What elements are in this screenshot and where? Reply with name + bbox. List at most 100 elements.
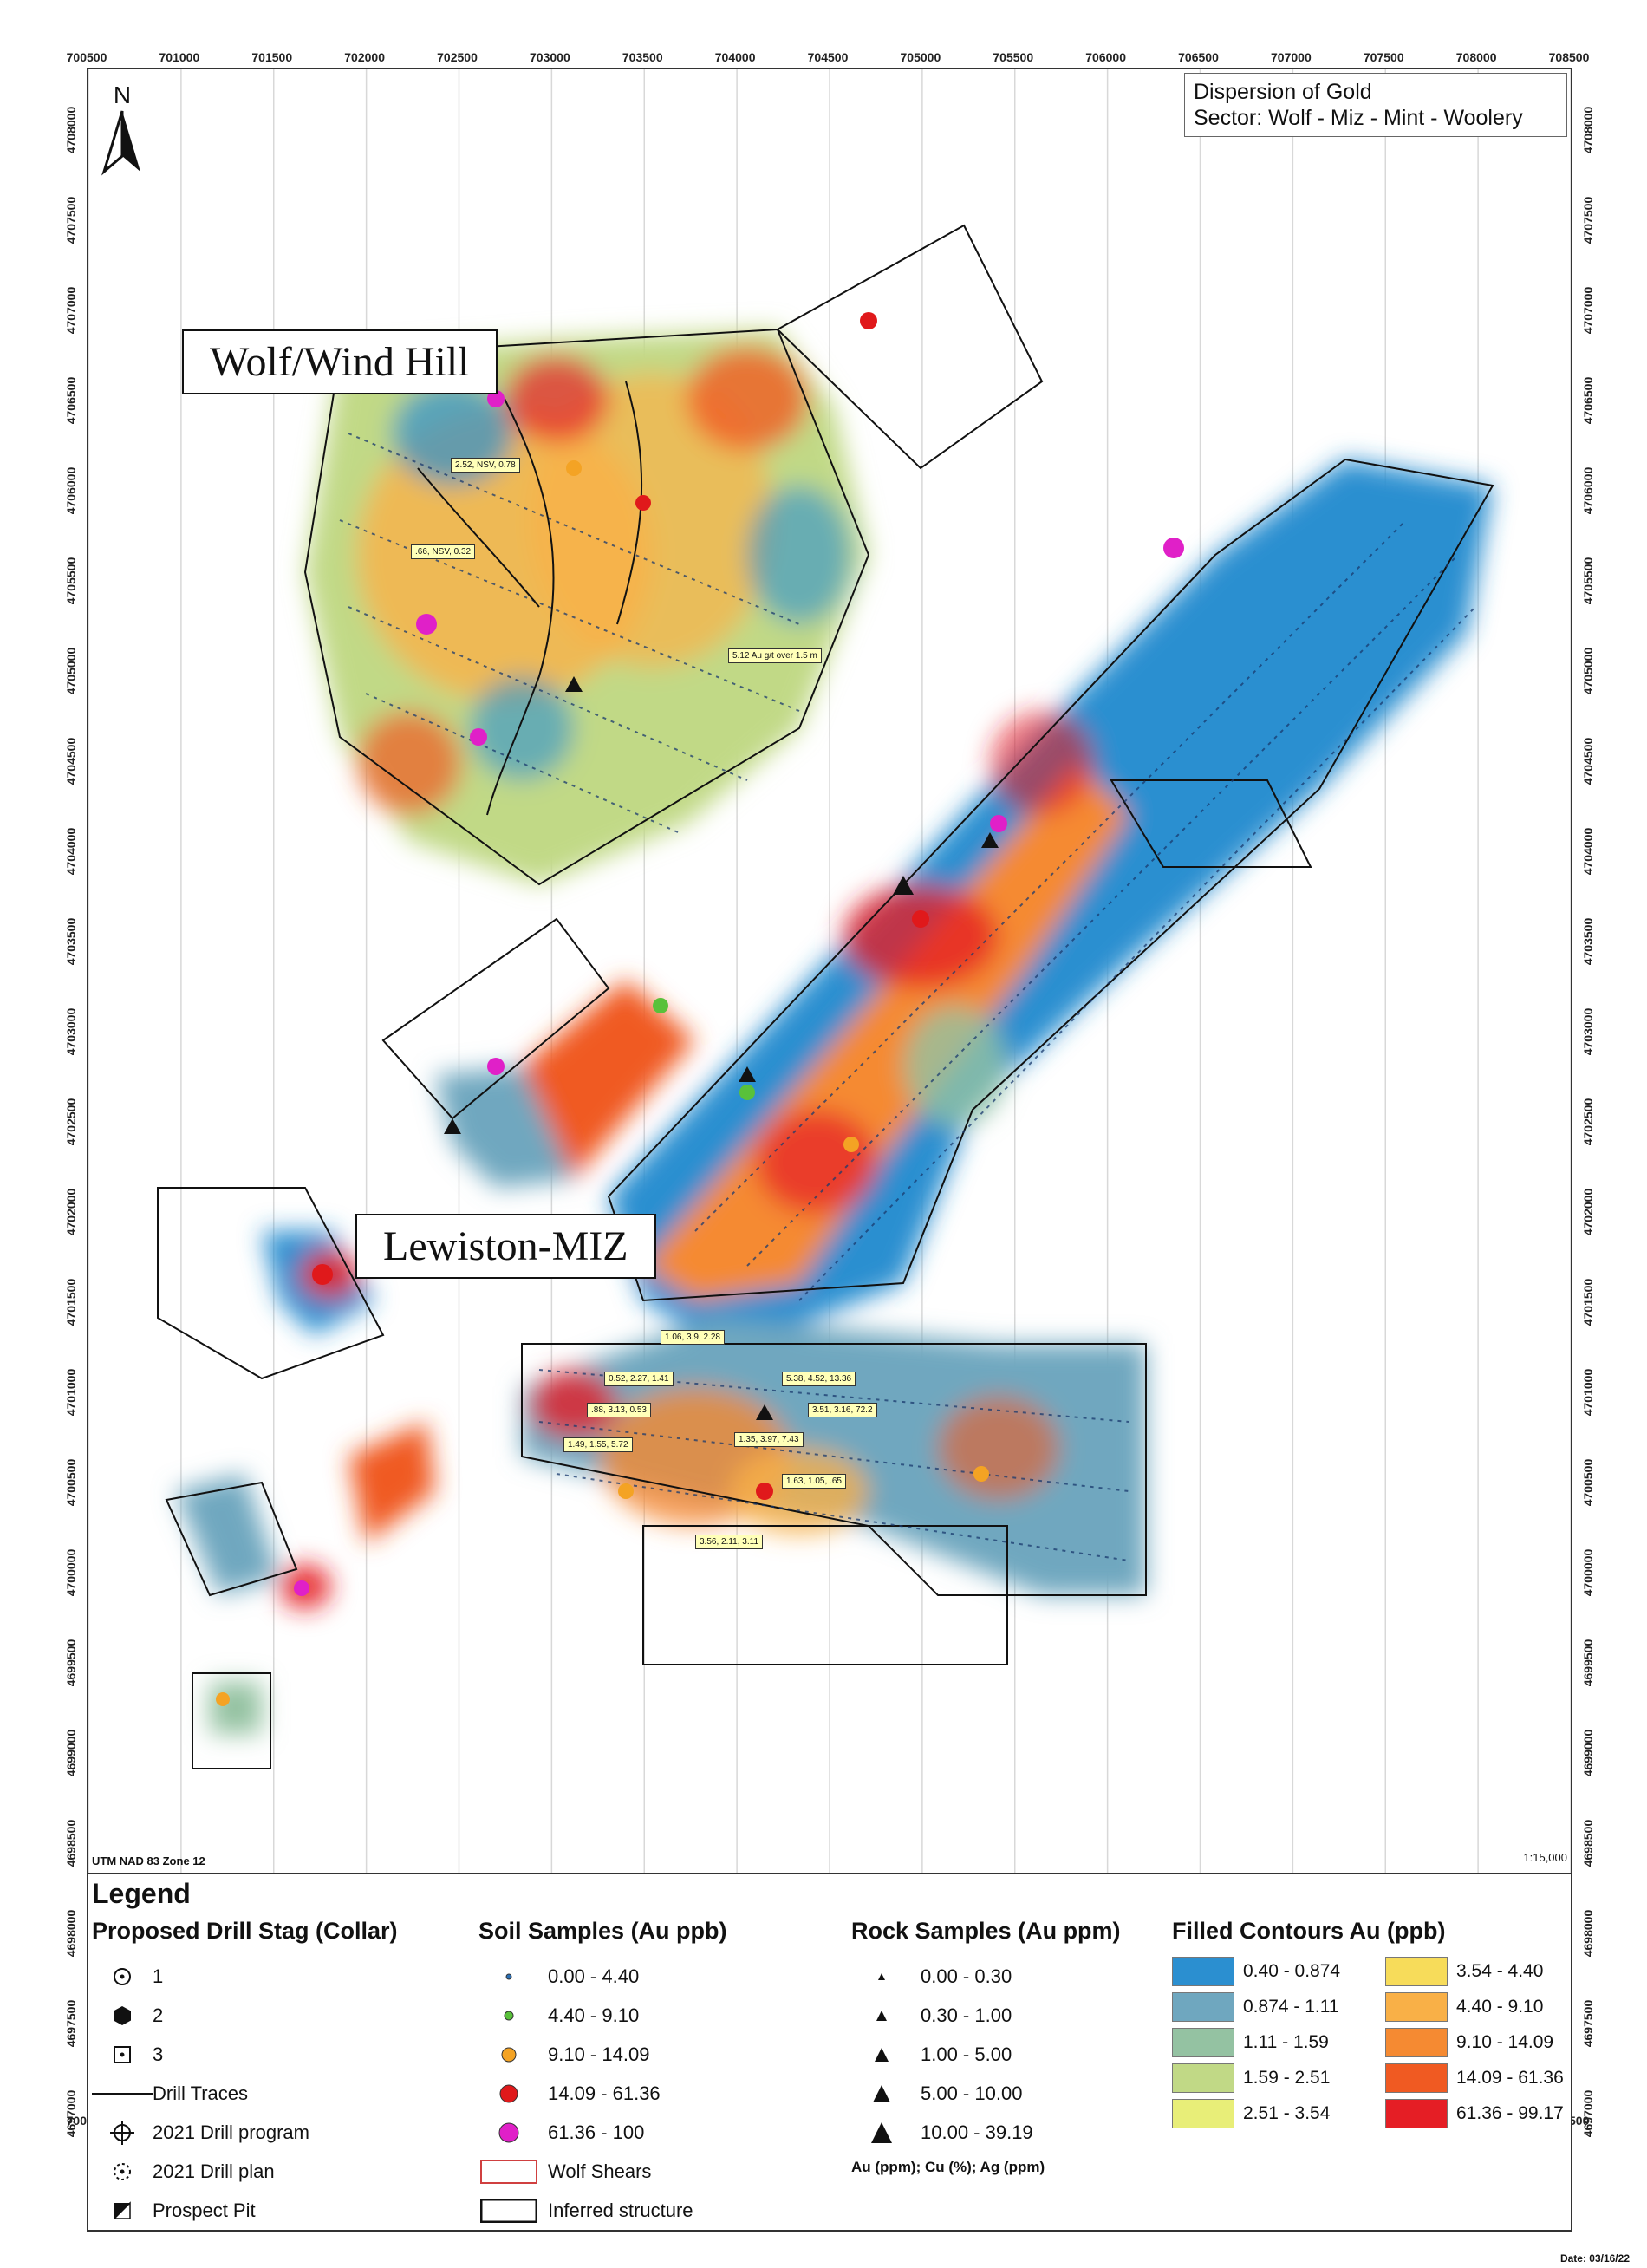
sample-tag[interactable]: 1.63, 1.05, .65: [782, 1474, 846, 1489]
soil-sample[interactable]: [1163, 538, 1184, 558]
legend-wolf-shears: Wolf Shears: [478, 2152, 727, 2191]
legend-rock-row: 0.00 - 0.30: [851, 1957, 1121, 1996]
soil-sample[interactable]: [216, 1692, 230, 1706]
north-arrow-icon: [101, 110, 140, 176]
y-tick-label-left: 4700000: [64, 1548, 78, 1597]
legend-inferred-structure: Inferred structure: [478, 2191, 727, 2230]
x-tick-label-top: 704000: [714, 50, 756, 64]
contour-swatch-row: 2.51 - 3.54: [1172, 2099, 1380, 2128]
sample-tag[interactable]: 1.06, 3.9, 2.28: [661, 1330, 725, 1345]
rock-range-label: 5.00 - 10.00: [921, 2082, 1023, 2104]
legend-rock-heading: Rock Samples (Au ppm): [851, 1918, 1121, 1944]
sample-tag[interactable]: 1.49, 1.55, 5.72: [563, 1437, 633, 1452]
soil-sample[interactable]: [566, 460, 582, 476]
map-frame[interactable]: Dispersion of Gold Sector: Wolf - Miz - …: [87, 68, 1572, 1874]
drill-trace-line-icon: [92, 2089, 153, 2098]
date-note: Date: 03/16/22: [1559, 2252, 1630, 2265]
soil-sample[interactable]: [635, 495, 651, 511]
drill-plan-label: 2021 Drill plan: [153, 2160, 275, 2182]
x-tick-label-top: 701000: [159, 50, 200, 64]
y-tick-label-left: 4703000: [64, 1007, 78, 1056]
x-tick-label-top: 707000: [1271, 50, 1312, 64]
y-tick-label-right: 4699500: [1581, 1639, 1595, 1687]
y-tick-label-left: 4701500: [64, 1278, 78, 1326]
soil-sample[interactable]: [843, 1137, 859, 1152]
legend-rock-row: 0.30 - 1.00: [851, 1996, 1121, 2035]
soil-sample[interactable]: [756, 1483, 773, 1500]
rock-triangle-icon: [851, 2037, 912, 2072]
legend-drill: Proposed Drill Stag (Collar) 1 2 3 Drill…: [92, 1918, 398, 2230]
soil-sample[interactable]: [973, 1466, 989, 1482]
sample-tag[interactable]: 5.38, 4.52, 13.36: [782, 1372, 856, 1386]
sample-tag[interactable]: 0.52, 2.27, 1.41: [604, 1372, 674, 1386]
y-tick-label-left: 4708000: [64, 106, 78, 154]
legend-soil-row: 0.00 - 4.40: [478, 1957, 727, 1996]
contour-swatch: [1172, 1992, 1234, 2022]
sample-tag[interactable]: .66, NSV, 0.32: [411, 544, 476, 559]
rock-sample[interactable]: [444, 1118, 461, 1134]
legend-rock-row: 10.00 - 39.19: [851, 2113, 1121, 2152]
legend-soil: Soil Samples (Au ppb) 0.00 - 4.40 4.40 - …: [478, 1918, 727, 2230]
legend-contour-grid: 0.40 - 0.874 3.54 - 4.40 0.874 - 1.11 4.40 …: [1172, 1957, 1593, 2128]
soil-sample[interactable]: [739, 1085, 755, 1100]
contour-range-label: 9.10 - 14.09: [1456, 2032, 1554, 2052]
legend-rock-row: 5.00 - 10.00: [851, 2074, 1121, 2113]
rock-sample[interactable]: [565, 676, 583, 692]
map-subtitle: Sector: Wolf - Miz - Mint - Woolery: [1194, 106, 1523, 130]
dotted-circle-icon: [92, 2160, 153, 2183]
scale-note: 1:15,000: [1523, 1851, 1567, 1864]
y-tick-label-left: 4707500: [64, 196, 78, 244]
soil-sample[interactable]: [860, 312, 877, 329]
soil-sample[interactable]: [312, 1264, 333, 1285]
soil-dot-icon: [478, 1958, 539, 1996]
rock-sample[interactable]: [756, 1404, 773, 1420]
legend-title: Legend: [92, 1878, 191, 1909]
y-tick-label-right: 4701500: [1581, 1278, 1595, 1326]
wolf-shears-label: Wolf Shears: [548, 2160, 652, 2182]
x-tick-label-top: 708000: [1455, 50, 1497, 64]
sample-tag[interactable]: 3.51, 3.16, 72.2: [808, 1403, 877, 1418]
y-tick-label-right: 4704000: [1581, 827, 1595, 876]
soil-range-label: 9.10 - 14.09: [548, 2043, 650, 2065]
soil-sample[interactable]: [487, 390, 505, 407]
soil-sample[interactable]: [912, 910, 929, 928]
soil-sample[interactable]: [618, 1483, 634, 1499]
map-canvas[interactable]: [88, 69, 1571, 1873]
legend-drill-traces: Drill Traces: [92, 2074, 398, 2113]
rock-sample[interactable]: [739, 1066, 756, 1082]
contour-range-label: 2.51 - 3.54: [1243, 2103, 1331, 2123]
soil-sample[interactable]: [487, 1058, 505, 1075]
y-tick-label-right: 4702500: [1581, 1098, 1595, 1146]
rock-sample[interactable]: [893, 876, 914, 895]
soil-sample[interactable]: [653, 998, 668, 1013]
y-tick-label-left: 4704500: [64, 737, 78, 785]
soil-sample[interactable]: [416, 614, 437, 635]
soil-sample[interactable]: [294, 1580, 309, 1596]
rock-sample[interactable]: [981, 832, 999, 848]
inferred-structure-label: Inferred structure: [548, 2199, 693, 2221]
north-arrow: N: [101, 81, 144, 177]
drill-stage-1-label: 1: [153, 1965, 164, 1987]
contour-swatch: [1385, 1992, 1448, 2022]
rock-range-label: 0.30 - 1.00: [921, 2004, 1012, 2026]
legend-drill-plan: 2021 Drill plan: [92, 2152, 398, 2191]
sample-tag[interactable]: 5.12 Au g/t over 1.5 m: [728, 648, 822, 663]
inferred-structure-swatch: [478, 2198, 539, 2223]
contour-swatch-row: 61.36 - 99.17: [1385, 2099, 1593, 2128]
legend-rock: Rock Samples (Au ppm) 0.00 - 0.30 0.30 - …: [851, 1918, 1121, 2176]
soil-sample[interactable]: [990, 815, 1007, 832]
claim-outlines: [157, 224, 1494, 1769]
x-tick-label-top: 701500: [251, 50, 293, 64]
prospect-pit-label: Prospect Pit: [153, 2199, 256, 2221]
soil-range-label: 0.00 - 4.40: [548, 1965, 640, 1987]
sample-tag[interactable]: 1.35, 3.97, 7.43: [734, 1432, 804, 1447]
soil-sample[interactable]: [470, 728, 487, 746]
sample-tag[interactable]: .88, 3.13, 0.53: [587, 1403, 651, 1418]
y-tick-label-left: 4699000: [64, 1729, 78, 1777]
contour-swatch: [1172, 2063, 1234, 2093]
rock-triangle-icon: [851, 2115, 912, 2150]
contour-swatch: [1172, 1957, 1234, 1986]
contour-swatch-row: 4.40 - 9.10: [1385, 1992, 1593, 2022]
sample-tag[interactable]: 2.52, NSV, 0.78: [451, 458, 520, 472]
sample-tag[interactable]: 3.56, 2.11, 3.11: [695, 1535, 764, 1549]
